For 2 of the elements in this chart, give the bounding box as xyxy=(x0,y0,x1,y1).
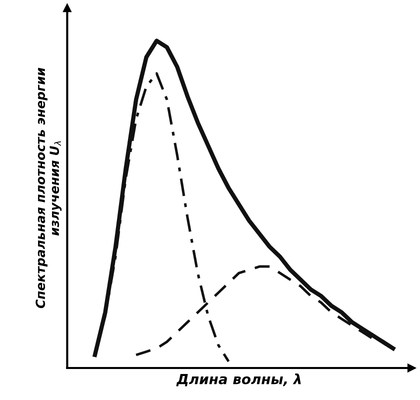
y-axis-title: Спектральная плотность энергии излучения U$_{λ}$ xyxy=(36,68,62,308)
x-axis-title: Длина волны, λ xyxy=(176,374,301,386)
